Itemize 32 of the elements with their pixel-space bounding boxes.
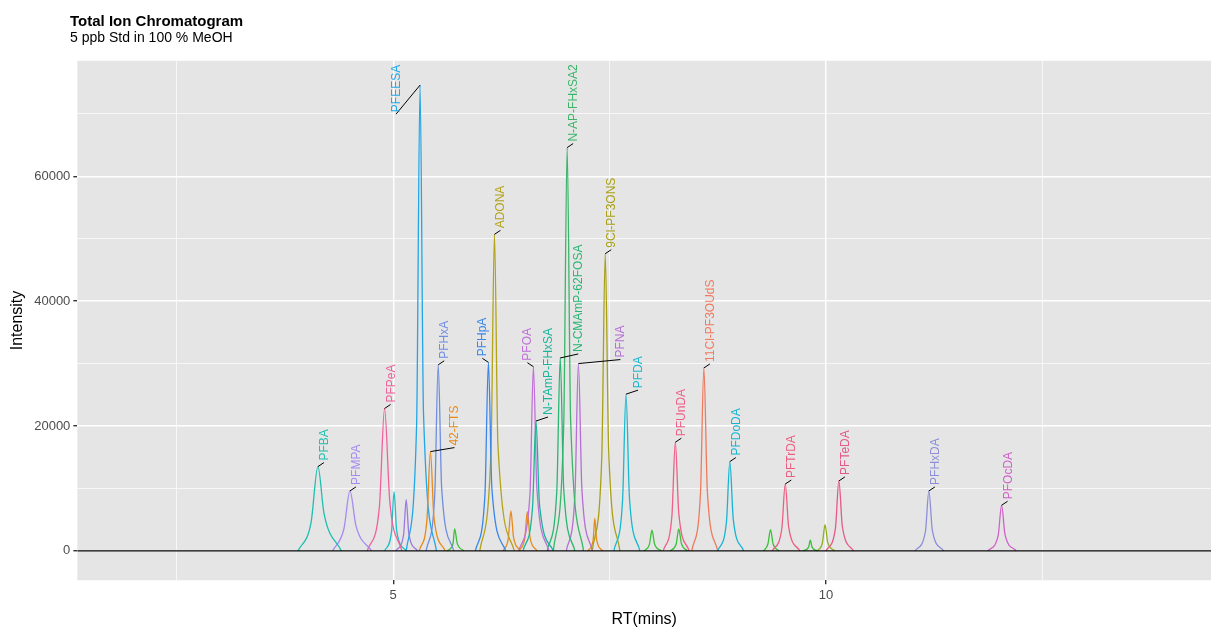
text: ADONA [493, 185, 508, 229]
chart-subtitle: 5 ppb Std in 100 % MeOH [70, 29, 234, 45]
text: PFNA [613, 325, 628, 358]
text: N-AP-FHxSA2 [566, 63, 581, 142]
text: 42-FTS [447, 405, 462, 446]
text: PFMPA [348, 444, 363, 485]
text: 9Cl-PF3ONS [604, 177, 619, 248]
text: N-TAmP-FHxSA [541, 327, 555, 416]
text: PFEESA [389, 64, 404, 113]
x-tick-label: 5 [389, 586, 397, 602]
text: PFBA [316, 429, 331, 461]
text: PFTrDA [784, 435, 799, 479]
text: PFDoDA [728, 408, 743, 456]
text: PFOcDA [1000, 451, 1015, 500]
text: PFTeDA [837, 430, 852, 475]
x-axis-title: RT(mins) [611, 609, 677, 627]
text: PFHpA [475, 317, 490, 357]
chart-title: Total Ion Chromatogram [70, 12, 244, 29]
text: N-CMAmP-62FOSA [571, 244, 586, 352]
text: PFHxDA [927, 438, 942, 485]
y-axis-title: Intensity [8, 290, 26, 351]
text: PFUnDA [674, 388, 689, 437]
x-tick-label: 10 [818, 586, 834, 602]
text: PFOA [520, 328, 535, 361]
text: PFHxA [437, 320, 452, 359]
y-tick-label: 40000 [34, 292, 71, 308]
y-tick-label: 0 [63, 542, 71, 558]
text: PFPeA [383, 364, 398, 403]
y-tick-label: 60000 [34, 167, 71, 183]
text: 11Cl-PF3OUdS [702, 279, 717, 362]
text: PFDA [631, 356, 645, 389]
y-tick-label: 20000 [34, 417, 71, 433]
